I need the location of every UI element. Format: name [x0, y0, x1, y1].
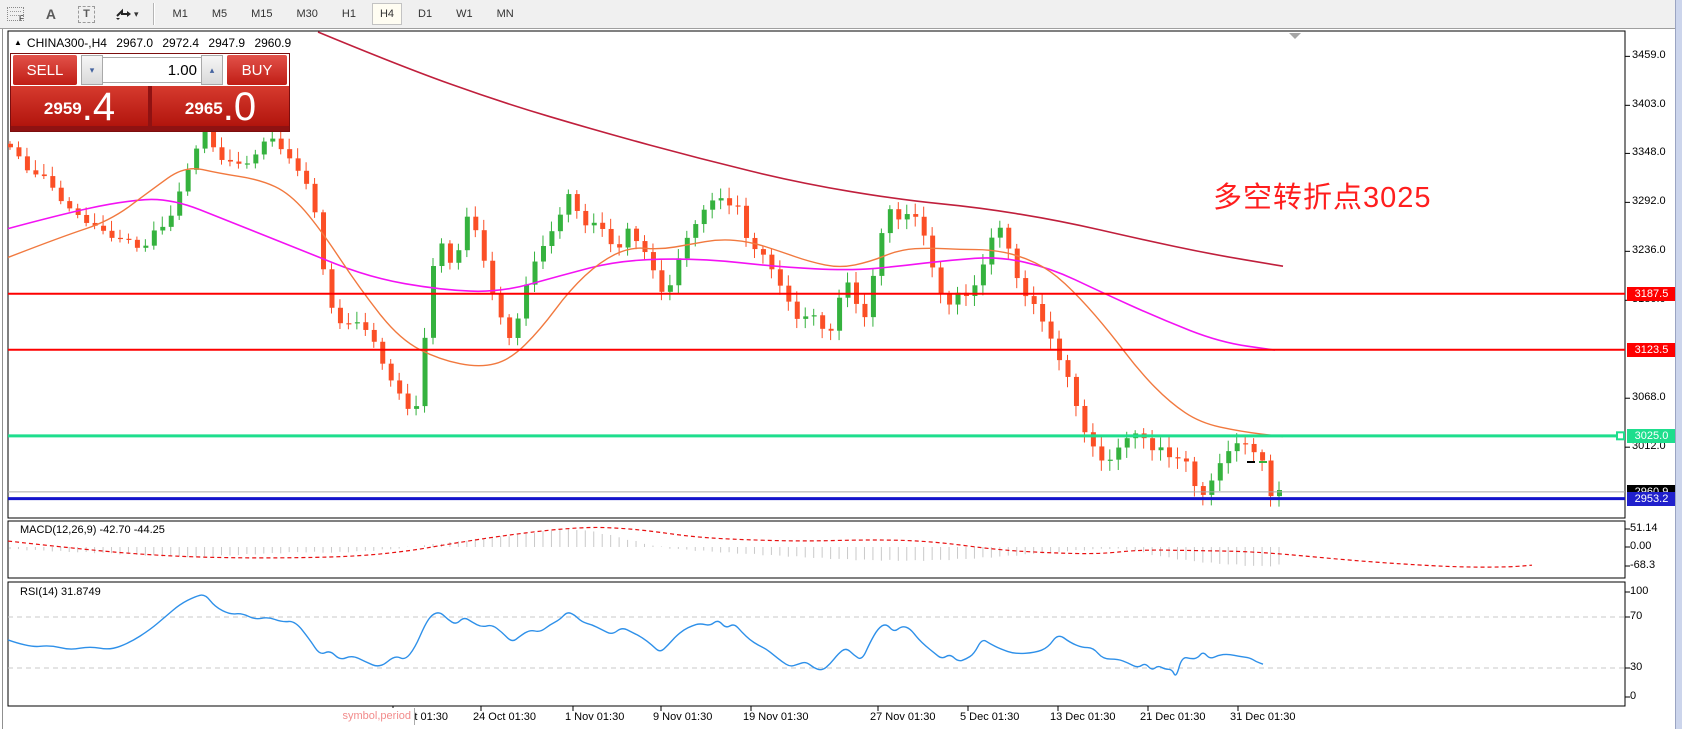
- price-tick-label: 3348.0: [1632, 146, 1666, 159]
- rsi-tick-label: 100: [1630, 585, 1649, 597]
- rsi-label: RSI(14) 31.8749: [20, 586, 101, 598]
- symbol-period-label: CHINA300-,H4: [26, 36, 107, 50]
- price-tick-label: 3068.0: [1632, 391, 1666, 404]
- price-tick-label: 3403.0: [1632, 98, 1666, 111]
- buy-price-main: 2965: [184, 99, 223, 118]
- time-tick-label: 31 Dec 01:30: [1230, 711, 1296, 723]
- sell-price-frac: .4: [81, 85, 116, 129]
- time-tick-label: 19 Nov 01:30: [743, 711, 809, 723]
- price-tick-label: 3012.0: [1632, 440, 1666, 453]
- time-tick-label: 21 Dec 01:30: [1140, 711, 1206, 723]
- trade-prices-row: 2959.4 2965.0: [11, 85, 289, 129]
- sell-button[interactable]: SELL: [13, 55, 77, 85]
- macd-signal-line: [7, 526, 1533, 568]
- time-tick-label: 1 Nov 01:30: [565, 711, 625, 723]
- macd-label: MACD(12,26,9) -42.70 -44.25: [20, 524, 165, 536]
- chart-ohlc-header: ▲ CHINA300-,H4 2967.0 2972.4 2947.9 2960.…: [14, 36, 297, 50]
- macd-tick-label: -68.3: [1630, 559, 1656, 571]
- timeframe-m30[interactable]: M30: [296, 8, 318, 20]
- timeframe-h4[interactable]: H4: [371, 3, 403, 25]
- price-tick-label: 3459.0: [1632, 49, 1666, 62]
- rsi-tick-label: 0: [1630, 690, 1637, 702]
- price-badge: 3123.5: [1627, 342, 1676, 357]
- sell-price-button[interactable]: 2959.4: [11, 85, 148, 129]
- rsi-tick-label: 70: [1630, 610, 1643, 622]
- timeframe-h1[interactable]: H1: [341, 8, 356, 20]
- time-tick-label: 9 Nov 01:30: [653, 711, 713, 723]
- timeframe-m15[interactable]: M15: [251, 8, 273, 20]
- timeframe-m5[interactable]: M5: [211, 8, 228, 20]
- buy-price-frac: .0: [222, 85, 257, 129]
- timeframe-mn[interactable]: MN: [496, 8, 514, 20]
- macd-tick-label: 0.00: [1630, 540, 1652, 552]
- price-badge: 3025.0: [1627, 428, 1676, 443]
- timeframe-m1[interactable]: M1: [172, 8, 188, 20]
- time-tick-label: 13 Dec 01:30: [1050, 711, 1116, 723]
- timeframe-w1[interactable]: W1: [456, 8, 473, 20]
- toolbar-separator: [152, 3, 155, 25]
- fast-ma: [7, 167, 1284, 438]
- panel-collapse-icon[interactable]: ▲: [14, 38, 22, 47]
- macd-tick-label: 51.14: [1630, 522, 1658, 534]
- cursor-tools-icon[interactable]: ▾: [115, 4, 139, 24]
- chevron-down-icon[interactable]: ▾: [134, 8, 139, 19]
- low-value: 2947.9: [208, 36, 246, 50]
- price-tick-label: 3292.0: [1632, 195, 1666, 208]
- high-value: 2972.4: [162, 36, 200, 50]
- time-tick-label: 5 Dec 01:30: [960, 711, 1020, 723]
- volume-input[interactable]: [103, 57, 201, 83]
- symbol-period-tooltip: symbol,period: [333, 708, 415, 725]
- trade-controls-row: SELL ▾ ▴ BUY: [11, 54, 289, 86]
- price-tick-label: 3236.0: [1632, 244, 1666, 257]
- hline-handle[interactable]: [1616, 431, 1625, 441]
- medium-ma: [7, 198, 1276, 351]
- grid-properties-icon[interactable]: F: [7, 4, 24, 24]
- rsi-line: [7, 594, 1264, 676]
- vertical-scrollbar[interactable]: [1675, 0, 1682, 729]
- slow-ma: [317, 31, 1284, 267]
- one-click-trading-panel: SELL ▾ ▴ BUY 2959.4 2965.0: [10, 53, 290, 132]
- time-tick-label: 24 Oct 01:30: [473, 711, 536, 723]
- arrows-tool-glyph: [116, 8, 132, 20]
- close-value: 2960.9: [254, 36, 292, 50]
- time-tick-label: 27 Nov 01:30: [870, 711, 936, 723]
- toolbar: F A T ▾ M1 M5 M15 M30 H1 H4 D1 W1 MN: [0, 0, 1682, 29]
- timeframe-bar: M1 M5 M15 M30 H1 H4 D1 W1 MN: [165, 3, 522, 25]
- volume-increase-button[interactable]: ▴: [201, 55, 223, 85]
- text-box-icon[interactable]: T: [78, 5, 96, 23]
- volume-decrease-button[interactable]: ▾: [81, 55, 103, 85]
- price-badge: 2953.2: [1627, 491, 1676, 506]
- trend-annotation: 多空转折点3025: [1213, 182, 1432, 214]
- window-left-border: [2, 29, 3, 729]
- timeframe-d1[interactable]: D1: [418, 8, 433, 20]
- buy-price-button[interactable]: 2965.0: [152, 85, 289, 129]
- buy-button[interactable]: BUY: [227, 55, 287, 85]
- chart-shift-marker[interactable]: [1289, 33, 1301, 39]
- sell-price-main: 2959: [43, 99, 82, 118]
- rsi-tick-label: 30: [1630, 661, 1643, 673]
- text-label-icon[interactable]: A: [45, 6, 57, 22]
- open-value: 2967.0: [116, 36, 153, 50]
- price-badge: 3187.5: [1627, 286, 1676, 301]
